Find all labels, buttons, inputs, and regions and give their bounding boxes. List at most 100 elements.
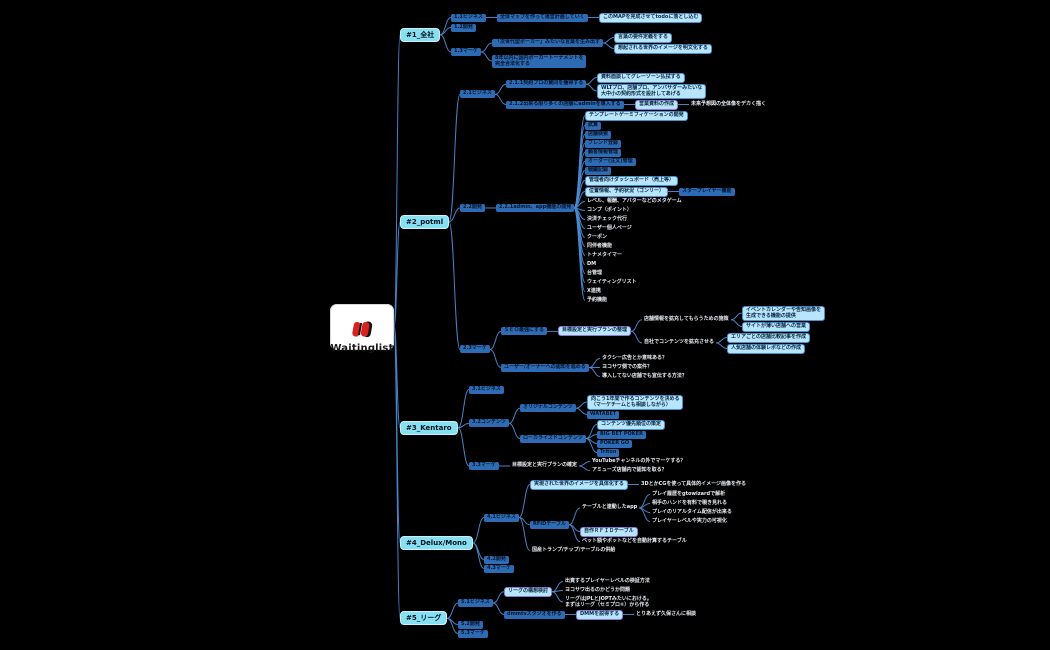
subtopic-node[interactable]: イベントカレンダーや告知画像を 生成できる機能の提供 (742, 306, 826, 321)
topic-node[interactable]: WATABET (587, 411, 620, 419)
subtopic-node[interactable]: 資料面談してグレーゾーン払拭する (597, 73, 685, 83)
text-node[interactable]: タクシー広告とか意味ある？ (602, 355, 668, 361)
topic-node[interactable]: 「次世代型ポーカー」みたいな言葉を生み出す (492, 39, 604, 47)
topic-node[interactable]: ローカライズドコンテンツ (520, 435, 586, 443)
topic-node[interactable]: 3.3マーケ (469, 462, 499, 470)
text-node[interactable]: X連携 (587, 288, 601, 294)
topic-node[interactable]: 2.2.1admin、app機能の開発 (496, 204, 575, 212)
subtopic-node[interactable]: 言葉の要件定義をする (614, 33, 673, 43)
text-node[interactable]: プレイ履歴をgtowizardで解析 (652, 491, 726, 497)
branch-topic[interactable]: #2_potml (400, 215, 450, 229)
text-node[interactable]: プレイヤーレベルや実力の可視化 (652, 518, 727, 524)
topic-node[interactable]: ユーザー/オーナーへの認知を進める (501, 364, 589, 372)
topic-node[interactable]: 4.2開発 (484, 556, 509, 564)
text-node[interactable]: 決済チェック代行 (587, 216, 628, 222)
topic-node[interactable]: 5.1ビジネス (458, 599, 493, 607)
subtopic-node[interactable]: 人気店舗の体験レポなどの作成 (727, 344, 806, 354)
waitinglist-logo-icon (349, 301, 375, 343)
branch-topic[interactable]: #5_リーグ (400, 611, 448, 625)
text-node[interactable]: アミューズ店舗内で認知を取る？ (592, 467, 667, 473)
text-node[interactable]: とりあえず久保さんに相談 (636, 611, 697, 617)
topic-node[interactable]: 試算 (585, 122, 602, 130)
highlight-node[interactable]: 目標設定と実行プランの整理 (558, 326, 632, 336)
topic-node[interactable]: 店舗検索 (585, 131, 612, 139)
topic-node[interactable]: 4.1ビジネス (484, 514, 519, 522)
subtopic-node[interactable]: 管理者向けダッシュボード（売上等） (585, 176, 679, 186)
topic-node[interactable]: 顧客情報管理 (585, 149, 622, 157)
text-node[interactable]: リーグはJPLとJOPTみたいにおける。 まずはリーグ（セミプロ①）から作る (565, 596, 652, 608)
topic-node[interactable]: スタープレイヤー機能 (679, 188, 735, 196)
text-node[interactable]: 3DとかCGを使って具体的イメージ画像を作る (641, 481, 747, 487)
topic-node[interactable]: 8年以内に国内ポーカートーナメントを 完全合法化する (492, 55, 587, 68)
subtopic-node[interactable]: コンテンツ優先順位の策定 (597, 420, 666, 430)
topic-node[interactable]: BIG BET POKER (597, 431, 646, 439)
topic-node[interactable]: 1.2開発 (451, 24, 476, 32)
topic-node[interactable]: 2.1ビジネス (460, 90, 495, 98)
highlight-node[interactable]: 営業資料の作成 (635, 100, 679, 110)
text-node[interactable]: 店舗情報を拡充してもらうための施策 (644, 316, 729, 322)
topic-node[interactable]: 1.3マーケ (451, 48, 481, 56)
topic-node[interactable]: POKER GO (597, 440, 633, 448)
highlight-node[interactable]: 自作ＲＦＩＤテーブル (580, 527, 638, 537)
text-node[interactable]: ベット額やポットなどを自動計算するテーブル (582, 538, 687, 544)
text-node[interactable]: ウェイティングリスト (587, 279, 637, 285)
topic-node[interactable]: 2.1.2出来る限り多くの店舗にadminを導入する (506, 101, 624, 109)
topic-node[interactable]: 5.3マーケ (458, 630, 488, 638)
text-node[interactable]: DM (587, 261, 597, 267)
central-topic[interactable]: Waitinglist (330, 301, 394, 353)
topic-node[interactable]: 2.3マーケ (460, 345, 490, 353)
branch-topic[interactable]: #1_全社 (400, 28, 441, 42)
topic-node[interactable]: ＳＥＯ最強にする (501, 327, 548, 335)
branch-topic[interactable]: #3_Kentaro (400, 421, 458, 435)
topic-node[interactable]: 4.3マーケ (484, 565, 514, 573)
text-node[interactable]: ヨコサワ側での案件？ (602, 364, 653, 370)
topic-node[interactable]: オリジナルコンテンツ (520, 404, 576, 412)
text-node[interactable]: プレイのリアルタイム配信が出来る (652, 509, 732, 515)
topic-node[interactable]: 2.1.1契約プロの賛同を獲得する (506, 80, 587, 88)
text-node[interactable]: 出資するプレイヤーレベルの検証方法 (565, 578, 650, 584)
text-node[interactable]: 未来予想図の全体像をデカく描く (691, 101, 767, 107)
topic-node[interactable]: 2.2開発 (460, 204, 485, 212)
topic-node[interactable]: フレンド登録 (585, 140, 622, 148)
topic-node[interactable]: dmmtvスタジオを作る (504, 611, 565, 619)
topic-node[interactable]: 戦績記録 (585, 167, 612, 175)
topic-node[interactable]: 5.2開発 (458, 621, 483, 629)
topic-node[interactable]: 3.2コンテンツ (469, 419, 509, 427)
subtopic-node[interactable]: 想起される世界のイメージを明文化する (614, 44, 712, 54)
text-node[interactable]: クーポン (587, 234, 608, 240)
text-node[interactable]: コンプ（ポイント） (587, 207, 632, 213)
topic-node[interactable]: 3.1ビジネス (469, 386, 504, 394)
highlight-node[interactable]: DMMを説得する (576, 610, 624, 620)
topic-node[interactable]: Triton (597, 449, 620, 457)
text-node[interactable]: 国産トランプ/チップ/テーブルの供給 (532, 547, 616, 553)
subtopic-node[interactable]: 実現された世界のイメージを具体化する (530, 480, 628, 490)
text-node[interactable]: 自社でコンテンツを拡充させる (644, 339, 715, 345)
text-node[interactable]: ユーザー個人ページ (587, 225, 632, 231)
text-node[interactable]: 相手のハンドを有料で覗き見れる (652, 500, 728, 506)
branch-topic[interactable]: #4_Delux/Mono (400, 536, 473, 550)
subtopic-node[interactable]: 位置情報、予約状況（ゴンリー） (585, 187, 669, 197)
highlight-node[interactable]: リーグの構想検討 (504, 587, 553, 597)
subtopic-node[interactable]: 向こう1年間で作るコンテンツを決める （マーケチームとも相談しながら） (587, 395, 684, 410)
text-node[interactable]: 導入してない店舗でも宣伝する方法？ (602, 373, 687, 379)
topic-node[interactable]: オーダー(注文)管理 (585, 158, 636, 166)
topic-node[interactable]: 全体マップを作って運営計画していく (497, 14, 588, 22)
text-node[interactable]: YouTubeチャンネルの外でマーケする？ (592, 458, 686, 464)
text-node[interactable]: 台管理 (587, 270, 603, 276)
text-node[interactable]: 目標設定と実行プランの確定 (512, 462, 578, 468)
text-node[interactable]: 同伴者機能 (587, 243, 613, 249)
text-node[interactable]: トナメタイマー (587, 252, 623, 258)
text-node[interactable]: レベル、報酬、アバターなどのメタゲーム (587, 198, 682, 204)
text-node[interactable]: テーブルと連動したapp (582, 504, 638, 510)
topic-node[interactable]: RFIDテーブル (530, 521, 569, 529)
subtopic-node[interactable]: テンプレートゲーミフィケーションの開発 (585, 111, 688, 121)
central-topic-label: Waitinglist (330, 342, 394, 354)
subtopic-node[interactable]: WLTプロ、店舗プロ、アンバサダーみたいな 大中小の契約形式を設計してあげる (597, 84, 707, 99)
subtopic-node[interactable]: サイトが薄い店舗への営業 (742, 322, 811, 332)
topic-node[interactable]: 1.1ビジネス (451, 14, 486, 22)
text-node[interactable]: 予約機能 (587, 297, 608, 303)
subtopic-node[interactable]: このMAPを完成させてtodoに落とし込む (599, 13, 703, 23)
subtopic-node[interactable]: エリアごとの店舗比較記事を作成 (727, 333, 810, 343)
text-node[interactable]: ヨコサワ出るのかどうか問題 (565, 587, 631, 593)
